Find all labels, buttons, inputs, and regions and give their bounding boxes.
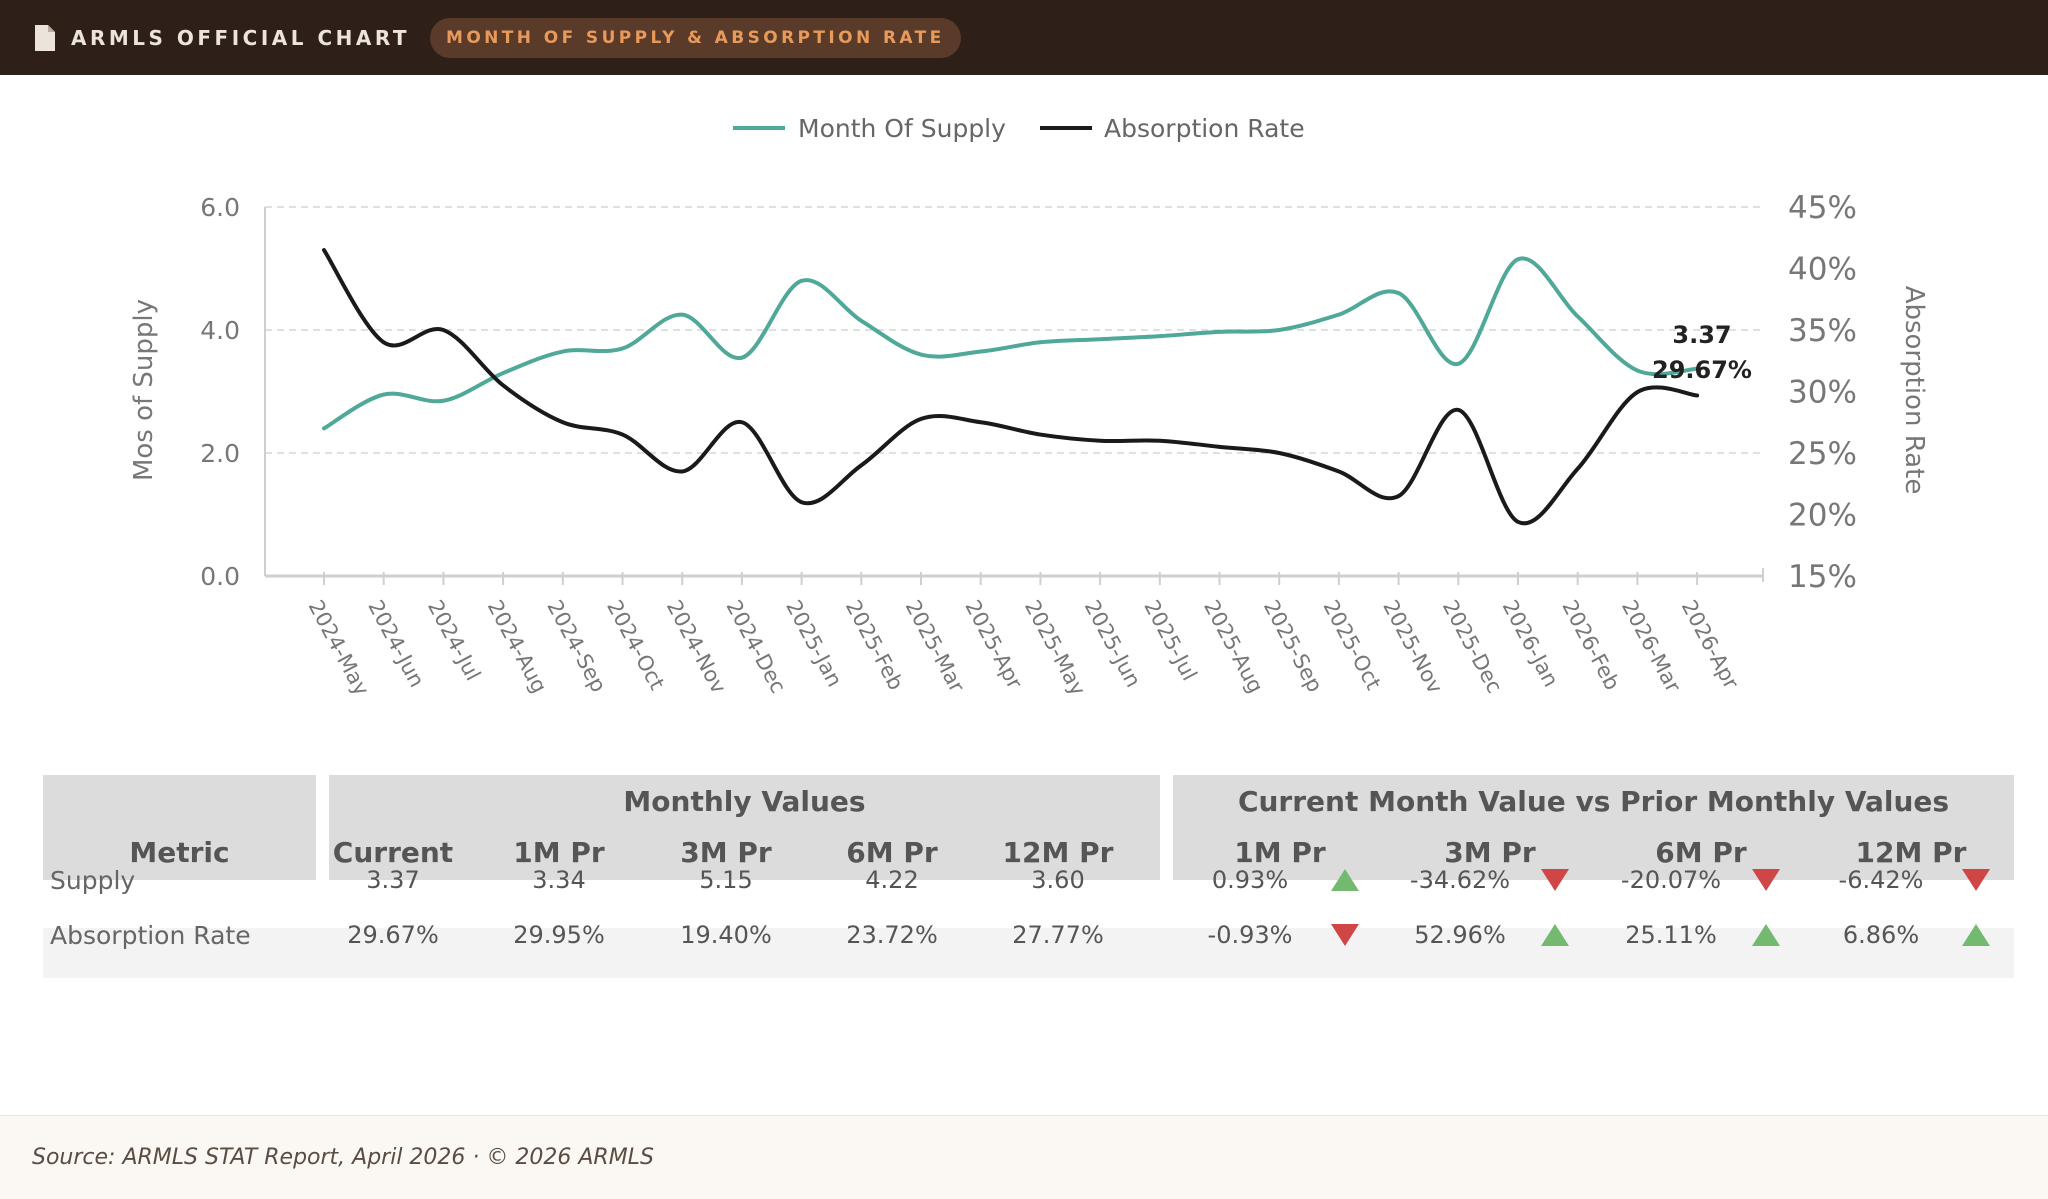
up-arrow-icon [1962,924,1990,946]
legend-label-supply: Month Of Supply [798,114,1006,143]
table-cell: 19.40% [646,913,806,957]
right-tick-label: 20% [1788,498,1857,534]
end-label-absorption: 29.67% [1652,356,1752,384]
down-arrow-icon [1962,869,1990,891]
change-cell: -20.07% [1596,858,1746,902]
right-tick-label: 30% [1788,375,1857,411]
change-cell: 25.11% [1596,913,1746,957]
app-title: ARMLS OFFICIAL CHART [71,26,410,50]
left-tick-label: 0.0 [200,562,240,591]
footer: Source: ARMLS STAT Report, April 2026 · … [0,1115,2048,1199]
top-bar: ARMLS OFFICIAL CHART MONTH OF SUPPLY & A… [0,0,2048,75]
up-arrow-icon [1541,924,1569,946]
table-cell: 5.15 [646,858,806,902]
change-cell: -34.62% [1385,858,1535,902]
row-label: Supply [43,858,323,902]
line-chart: Month Of Supply Absorption Rate 0.0 2.0 4.… [0,75,2048,775]
chart-type-badge: MONTH OF SUPPLY & ABSORPTION RATE [430,18,961,58]
source-note: Source: ARMLS STAT Report, April 2026 · … [32,1145,654,1170]
grid [265,207,1763,453]
up-arrow-icon [1752,924,1780,946]
x-tick-label: 2026-Jan [1498,596,1564,691]
table-cell: 29.67% [313,913,473,957]
x-tick-label: 2026-Feb [1557,596,1624,694]
legend-label-absorption: Absorption Rate [1104,114,1305,143]
x-tick-label: 2025-Apr [960,596,1027,693]
table-cell: 23.72% [812,913,972,957]
x-tick-label: 2024-Nov [662,596,731,697]
comparison-table: Metric Monthly Values Current Month Valu… [43,775,2014,981]
comparison-header: Current Month Value vs Prior Monthly Val… [1173,775,2014,827]
table-cell: 29.95% [479,913,639,957]
right-axis-label: Absorption Rate [1899,286,1929,495]
legend: Month Of Supply Absorption Rate [733,114,1305,143]
x-tick-label: 2025-Feb [841,596,908,694]
right-tick-label: 15% [1788,559,1857,595]
left-axis-label: Mos of Supply [129,299,159,481]
change-cell: -0.93% [1175,913,1325,957]
axes [265,207,1763,585]
row-label: Absorption Rate [43,913,323,957]
x-tick-label: 2025-Dec [1438,596,1507,697]
end-label-supply: 3.37 [1672,321,1731,349]
document-icon [33,24,57,52]
x-tick-label: 2025-May [1020,596,1090,699]
x-tick-label: 2026-Apr [1677,596,1744,693]
x-tick-label: 2025-Jul [1139,596,1201,685]
table-cell: 3.37 [313,858,473,902]
x-tick-label: 2024-May [304,596,374,699]
table-cell: 3.34 [479,858,639,902]
x-tick-label: 2026-Mar [1617,596,1686,696]
absorption-line [324,250,1697,523]
change-cell: -6.42% [1806,858,1956,902]
x-tick-label: 2025-Jan [781,596,847,691]
left-tick-label: 2.0 [200,439,240,468]
down-arrow-icon [1331,924,1359,946]
series-lines [324,250,1697,523]
table-cell: 27.77% [978,913,1138,957]
x-tick-label: 2025-Nov [1378,596,1447,697]
x-tick-label: 2024-Dec [721,596,790,697]
x-tick-label: 2024-Sep [542,596,610,696]
right-tick-label: 25% [1788,436,1857,472]
left-tick-label: 6.0 [200,193,240,222]
x-tick-label: 2025-Oct [1318,596,1385,694]
x-tick-label: 2024-Jun [363,596,429,691]
up-arrow-icon [1331,869,1359,891]
x-tick-label: 2024-Oct [602,596,669,694]
table-cell: 4.22 [812,858,972,902]
table-cell: 3.60 [978,858,1138,902]
change-cell: 0.93% [1175,858,1325,902]
right-tick-label: 45% [1788,190,1857,226]
right-tick-label: 35% [1788,313,1857,349]
change-cell: 52.96% [1385,913,1535,957]
left-tick-label: 4.0 [200,316,240,345]
change-cell: 6.86% [1806,913,1956,957]
tick-labels: 0.0 2.0 4.0 6.0 15% 20% 25% 30% 35% 40% 45% 2024-Ma… [200,190,1857,700]
right-tick-label: 40% [1788,252,1857,288]
x-tick-label: 2025-Sep [1259,596,1327,696]
down-arrow-icon [1541,869,1569,891]
x-tick-label: 2025-Jun [1080,596,1146,691]
x-tick-label: 2025-Aug [1199,596,1268,697]
monthly-values-header: Monthly Values [329,775,1160,827]
x-tick-label: 2024-Jul [423,596,485,685]
down-arrow-icon [1752,869,1780,891]
x-tick-label: 2025-Mar [901,596,970,696]
x-tick-label: 2024-Aug [483,596,552,697]
